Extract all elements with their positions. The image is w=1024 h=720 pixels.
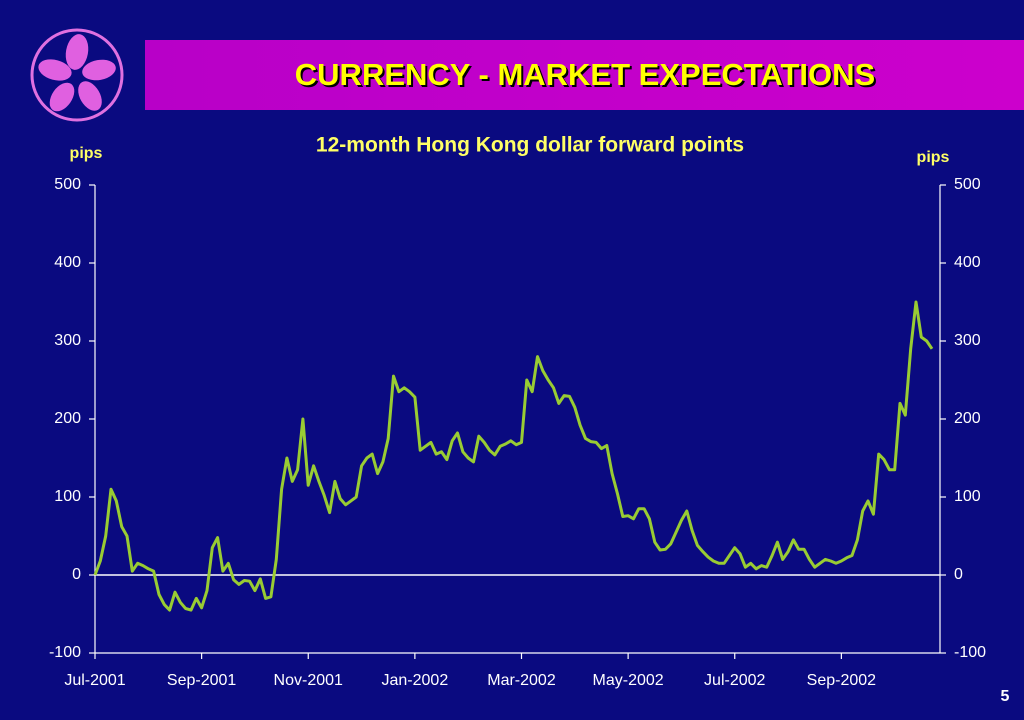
y-tick-label: 100 [54, 488, 81, 505]
x-tick-label: Sep-2002 [807, 672, 876, 689]
y2-tick-label: 300 [954, 332, 981, 349]
y2-tick-label: 400 [954, 254, 981, 271]
y2-tick-label: 100 [954, 488, 981, 505]
y-tick-label: 300 [54, 332, 81, 349]
data-line [93, 300, 934, 612]
y-axis-label: pips [70, 145, 103, 162]
y-tick-label: 200 [54, 410, 81, 427]
title-banner [145, 40, 1024, 110]
y2-tick-label: 200 [954, 410, 981, 427]
slide-title-shadow: CURRENCY - MARKET EXPECTATIONS [297, 59, 877, 94]
y-tick-label: 400 [54, 254, 81, 271]
x-tick-label: Jul-2002 [704, 672, 765, 689]
logo [30, 28, 124, 122]
chart-title: 12-month Hong Kong dollar forward points [316, 134, 744, 157]
y2-tick-label: 500 [954, 176, 981, 193]
page-number: 5 [1001, 688, 1010, 705]
x-tick-label: Jan-2002 [382, 672, 449, 689]
y-tick-label: -100 [49, 644, 81, 661]
x-tick-label: May-2002 [593, 672, 664, 689]
x-tick-label: Sep-2001 [167, 672, 236, 689]
y-tick-label: 0 [72, 566, 81, 583]
y-tick-label: 500 [54, 176, 81, 193]
slide-title: CURRENCY - MARKET EXPECTATIONS [295, 57, 875, 92]
y2-tick-label: -100 [954, 644, 986, 661]
x-tick-label: Mar-2002 [487, 672, 556, 689]
x-tick-label: Jul-2001 [64, 672, 125, 689]
y2-axis-label: pips [917, 149, 950, 166]
y2-tick-label: 0 [954, 566, 963, 583]
x-tick-label: Nov-2001 [274, 672, 343, 689]
